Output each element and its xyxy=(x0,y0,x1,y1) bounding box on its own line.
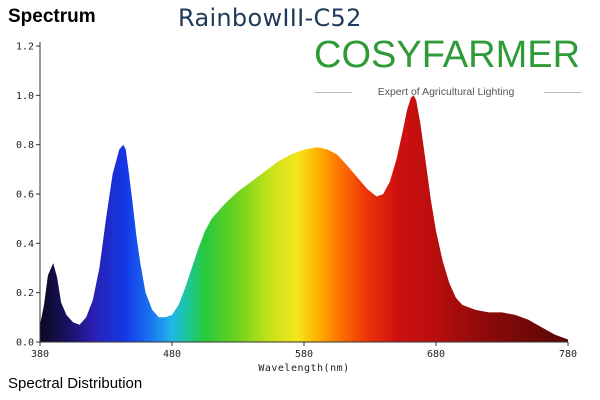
y-tick-label: 0.8 xyxy=(16,140,34,151)
tagline-divider-right xyxy=(544,92,582,93)
y-tick-label: 0.2 xyxy=(16,288,34,299)
brand-name: COSYFARMER xyxy=(314,34,581,76)
axes xyxy=(36,42,569,346)
x-axis-label: Wavelength(nm) xyxy=(258,363,349,374)
y-tick-label: 0.4 xyxy=(16,239,34,250)
y-tick-label: 0.6 xyxy=(16,190,34,201)
x-tick-label: 680 xyxy=(427,349,445,360)
tick-labels: 0.0 0.2 0.4 0.6 0.8 1.0 1.2 380 480 580 680 780 xyxy=(16,42,577,361)
x-tick-label: 580 xyxy=(295,349,313,360)
x-tick-label: 780 xyxy=(559,349,577,360)
spectrum-area xyxy=(40,95,568,342)
y-tick-label: 1.0 xyxy=(16,91,34,102)
brand-logo: COSYFARMER xyxy=(314,36,580,74)
y-tick-label: 0.0 xyxy=(16,338,34,349)
model-name: RainbowIII-C52 xyxy=(178,4,362,32)
y-tick-label: 1.2 xyxy=(16,42,34,53)
x-tick-label: 380 xyxy=(31,349,49,360)
brand-tagline: Expert of Agricultural Lighting xyxy=(377,86,515,98)
x-tick-label: 480 xyxy=(163,349,181,360)
chart-title: Spectrum xyxy=(8,6,96,27)
tagline-divider-left xyxy=(314,92,352,93)
plot-area xyxy=(40,95,568,342)
chart-caption: Spectral Distribution xyxy=(8,375,143,392)
